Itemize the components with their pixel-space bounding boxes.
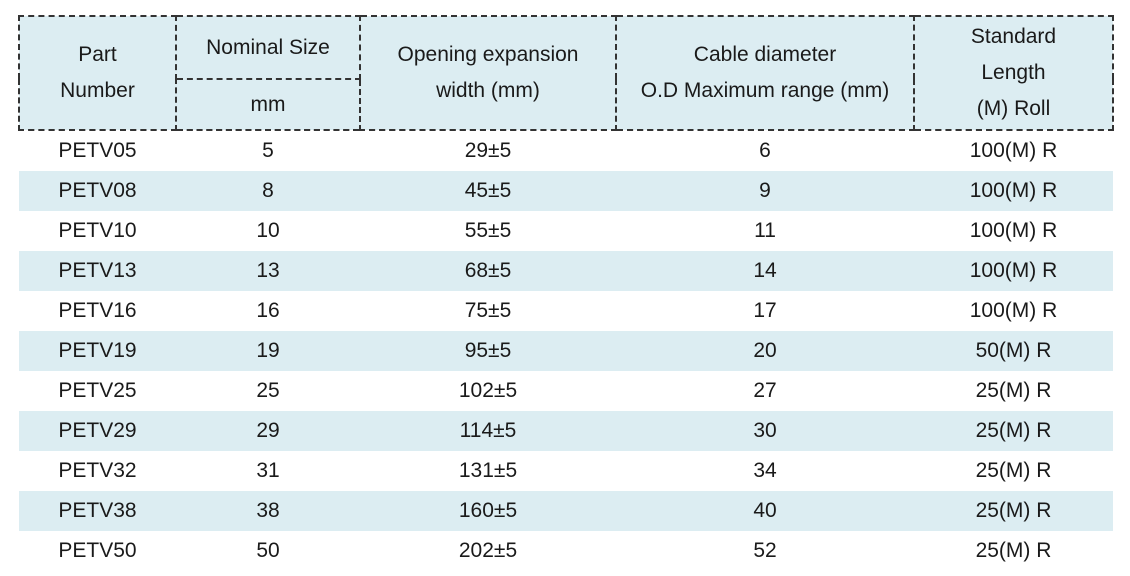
standard-length-cell: 100(M) R — [914, 171, 1113, 211]
cable-diameter-cell: 6 — [759, 139, 771, 162]
table-row: PETV29 29 114±5 30 25(M) R — [19, 411, 1113, 451]
header-opening-width-line2: width (mm) — [436, 79, 540, 102]
part-number-cell: PETV16 — [58, 299, 137, 322]
nominal-size-cell: 29 — [176, 411, 360, 451]
header-cable-diameter: Cable diameter O.D Maximum range (mm) — [615, 15, 915, 131]
header-part-number: Part Number — [18, 15, 177, 131]
part-number-cell: PETV25 — [58, 379, 137, 402]
spec-table-container: Part Number Nominal Size Opening expansi… — [18, 15, 1114, 571]
part-number-cell: PETV32 — [58, 459, 137, 482]
nominal-size-cell: 5 — [262, 139, 274, 162]
header-cable-diameter-line1: Cable diameter — [693, 43, 837, 66]
nominal-size-cell: 38 — [176, 491, 360, 531]
standard-length-cell: 50(M) R — [914, 331, 1113, 371]
standard-length-cell: 25(M) R — [975, 539, 1052, 562]
standard-length-cell: 100(M) R — [969, 219, 1058, 242]
part-number-cell: PETV08 — [19, 171, 176, 211]
opening-width-cell: 95±5 — [360, 331, 616, 371]
header-part-number-line2: Number — [60, 79, 135, 102]
nominal-size-cell: 50 — [256, 539, 280, 562]
opening-width-cell: 202±5 — [458, 539, 518, 562]
table-row: PETV05 5 29±5 6 100(M) R — [19, 130, 1113, 171]
header-opening-width-line1: Opening expansion — [397, 43, 579, 66]
nominal-size-cell: 16 — [256, 299, 280, 322]
part-number-cell: PETV29 — [19, 411, 176, 451]
opening-width-cell: 102±5 — [458, 379, 518, 402]
cable-diameter-cell: 11 — [754, 219, 776, 242]
cable-diameter-cell: 17 — [753, 299, 777, 322]
nominal-size-cell: 10 — [256, 219, 280, 242]
header-standard-length-line3: (M) Roll — [976, 97, 1051, 120]
cable-diameter-cell: 34 — [753, 459, 777, 482]
part-number-cell: PETV10 — [58, 219, 137, 242]
part-number-cell: PETV19 — [19, 331, 176, 371]
table-row: PETV16 16 75±5 17 100(M) R — [19, 291, 1113, 331]
nominal-size-cell: 19 — [176, 331, 360, 371]
standard-length-cell: 25(M) R — [975, 379, 1052, 402]
cable-diameter-cell: 9 — [616, 171, 914, 211]
opening-width-cell: 75±5 — [464, 299, 512, 322]
cable-diameter-cell: 52 — [753, 539, 777, 562]
part-number-cell: PETV50 — [58, 539, 137, 562]
opening-width-cell: 114±5 — [360, 411, 616, 451]
table-row: PETV38 38 160±5 40 25(M) R — [19, 491, 1113, 531]
header-part-number-line1: Part — [78, 43, 117, 66]
standard-length-cell: 25(M) R — [914, 411, 1113, 451]
cable-diameter-cell: 30 — [616, 411, 914, 451]
part-number-cell: PETV05 — [58, 139, 137, 162]
table-row: PETV19 19 95±5 20 50(M) R — [19, 331, 1113, 371]
table-row: PETV10 10 55±5 11 100(M) R — [19, 211, 1113, 251]
cable-diameter-cell: 40 — [616, 491, 914, 531]
nominal-size-cell: 13 — [176, 251, 360, 291]
cable-diameter-cell: 14 — [616, 251, 914, 291]
table-row: PETV08 8 45±5 9 100(M) R — [19, 171, 1113, 211]
standard-length-cell: 100(M) R — [969, 139, 1058, 162]
part-number-cell: PETV13 — [19, 251, 176, 291]
nominal-size-cell: 31 — [256, 459, 280, 482]
table-row: PETV50 50 202±5 52 25(M) R — [19, 531, 1113, 571]
header-standard-length-line2: Length — [981, 61, 1046, 84]
opening-width-cell: 160±5 — [360, 491, 616, 531]
header-standard-length-line1: Standard — [970, 25, 1057, 48]
standard-length-cell: 25(M) R — [914, 491, 1113, 531]
nominal-size-cell: 8 — [176, 171, 360, 211]
table-body: PETV05 5 29±5 6 100(M) R PETV08 8 45±5 9 100(M) R… — [19, 130, 1113, 571]
opening-width-cell: 131±5 — [458, 459, 518, 482]
opening-width-cell: 55±5 — [464, 219, 512, 242]
header-standard-length: Standard Length (M) Roll — [913, 15, 1114, 131]
header-cable-diameter-line2: O.D Maximum range (mm) — [640, 79, 890, 102]
table-row: PETV32 31 131±5 34 25(M) R — [19, 451, 1113, 491]
nominal-size-cell: 25 — [256, 379, 280, 402]
header-nominal-size: Nominal Size — [175, 15, 361, 80]
opening-width-cell: 68±5 — [360, 251, 616, 291]
header-opening-width: Opening expansion width (mm) — [359, 15, 617, 131]
table-row: PETV25 25 102±5 27 25(M) R — [19, 371, 1113, 411]
cable-diameter-cell: 20 — [616, 331, 914, 371]
standard-length-cell: 100(M) R — [914, 251, 1113, 291]
opening-width-cell: 29±5 — [464, 139, 512, 162]
table-header: Part Number Nominal Size Opening expansi… — [18, 15, 1114, 131]
table-row: PETV13 13 68±5 14 100(M) R — [19, 251, 1113, 291]
standard-length-cell: 25(M) R — [975, 459, 1052, 482]
cable-diameter-cell: 27 — [753, 379, 777, 402]
opening-width-cell: 45±5 — [360, 171, 616, 211]
standard-length-cell: 100(M) R — [969, 299, 1058, 322]
spec-table: Part Number Nominal Size Opening expansi… — [18, 15, 1114, 571]
part-number-cell: PETV38 — [19, 491, 176, 531]
header-nominal-unit: mm — [175, 78, 361, 131]
